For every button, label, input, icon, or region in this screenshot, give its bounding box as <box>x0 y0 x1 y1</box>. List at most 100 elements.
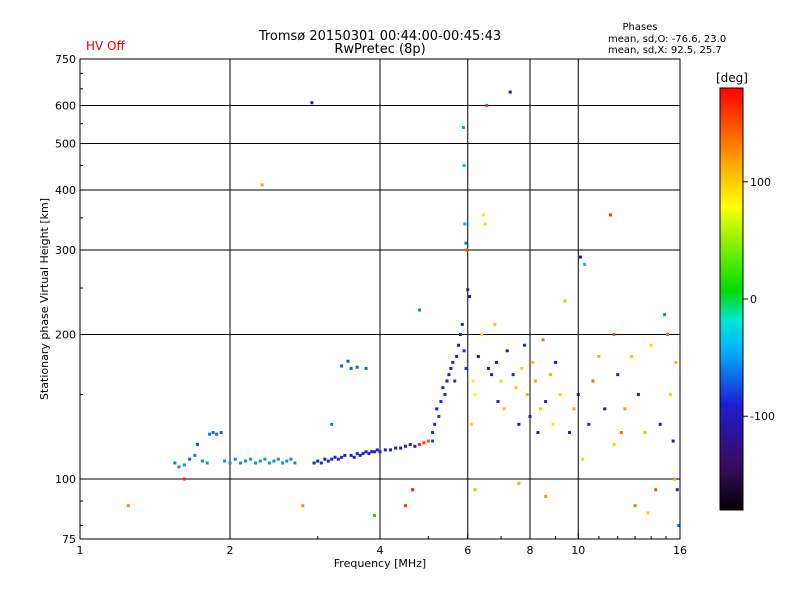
data-point <box>431 431 435 435</box>
data-point <box>646 511 650 515</box>
data-point <box>671 439 675 443</box>
data-point <box>276 457 280 461</box>
data-point <box>437 414 441 418</box>
data-point <box>576 393 580 397</box>
data-point <box>310 101 314 105</box>
data-point <box>457 343 461 347</box>
x-tick-label: 8 <box>527 544 534 557</box>
data-point <box>343 453 347 457</box>
y-tick-label: 300 <box>55 244 76 257</box>
data-point <box>520 366 524 370</box>
data-point <box>485 104 489 108</box>
data-point <box>399 446 403 450</box>
data-point <box>445 379 449 383</box>
phases-mean-o: mean, sd,O: -76.6, 23.0 <box>608 34 726 45</box>
data-point <box>502 407 506 411</box>
data-point <box>525 393 529 397</box>
y-axis-ticks: 75 100 200 300 400 500 600 750 <box>55 53 86 546</box>
data-point <box>460 322 464 326</box>
data-point <box>263 457 267 461</box>
data-point <box>591 379 595 383</box>
data-point <box>383 448 387 452</box>
y-tick-label: 400 <box>55 184 76 197</box>
data-point <box>293 461 297 465</box>
data-point <box>352 455 356 459</box>
data-point <box>511 373 515 377</box>
data-point <box>330 457 334 461</box>
data-point <box>373 513 377 517</box>
data-point <box>370 450 374 454</box>
data-point <box>403 504 407 508</box>
data-point <box>466 288 470 292</box>
data-point <box>471 379 475 383</box>
data-point <box>473 393 477 397</box>
data-point <box>572 407 576 411</box>
data-point <box>431 439 435 443</box>
data-point <box>443 393 447 397</box>
data-point <box>182 477 186 481</box>
y-tick-label: 100 <box>55 473 76 486</box>
data-point <box>463 222 467 226</box>
data-point <box>394 446 398 450</box>
data-point <box>312 461 316 465</box>
data-point <box>319 461 323 465</box>
data-point <box>447 373 451 377</box>
data-point <box>539 407 543 411</box>
data-point <box>458 333 462 337</box>
data-point <box>597 354 601 358</box>
data-point <box>558 393 562 397</box>
data-point <box>578 255 582 259</box>
data-point <box>616 373 620 377</box>
data-point <box>465 248 469 252</box>
data-point <box>654 488 658 492</box>
data-point <box>453 379 457 383</box>
colorbar-tick-label: 100 <box>750 176 771 189</box>
y-tick-label: 750 <box>55 53 76 66</box>
data-point <box>211 431 215 435</box>
data-point <box>451 360 455 364</box>
data-point <box>523 343 527 347</box>
data-point <box>426 439 430 443</box>
data-point <box>544 400 548 404</box>
data-point <box>668 393 672 397</box>
data-point <box>486 366 490 370</box>
data-point <box>333 455 337 459</box>
data-point <box>505 349 509 353</box>
data-point <box>481 213 485 217</box>
data-point <box>195 443 199 447</box>
data-point <box>193 453 197 457</box>
data-point <box>673 477 677 481</box>
data-point <box>449 366 453 370</box>
data-point <box>340 364 344 368</box>
data-point <box>422 441 426 445</box>
data-point <box>665 333 669 337</box>
data-point <box>494 360 498 364</box>
y-tick-label: 600 <box>55 100 76 113</box>
data-point <box>643 431 647 435</box>
data-point <box>411 488 415 492</box>
x-tick-label: 10 <box>571 544 585 557</box>
data-point <box>468 295 472 299</box>
x-tick-label: 4 <box>377 544 384 557</box>
y-tick-label: 75 <box>62 533 76 546</box>
data-point <box>364 366 368 370</box>
x-tick-label: 1 <box>77 544 84 557</box>
phases-mean-x: mean, sd,X: 92.5, 25.7 <box>608 45 722 56</box>
data-point <box>215 432 219 436</box>
data-point <box>464 241 468 245</box>
data-point <box>289 457 293 461</box>
data-point <box>553 360 557 364</box>
data-point <box>340 455 344 459</box>
data-point <box>603 407 607 411</box>
data-point <box>373 450 377 454</box>
x-tick-label: 6 <box>464 544 471 557</box>
data-point <box>389 448 393 452</box>
data-point <box>517 422 521 426</box>
data-point <box>326 459 330 463</box>
colorbar-tick-label: -100 <box>750 410 775 423</box>
data-point <box>177 465 181 469</box>
data-point <box>367 452 371 456</box>
data-point <box>361 452 365 456</box>
data-point <box>528 414 532 418</box>
data-point <box>536 431 540 435</box>
